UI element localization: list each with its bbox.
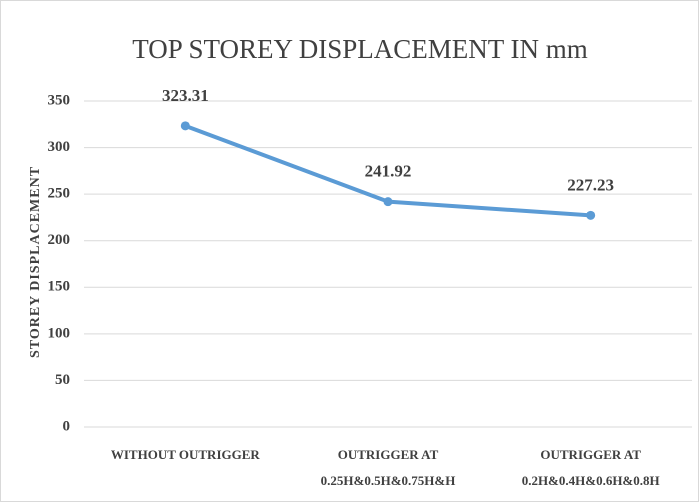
data-point xyxy=(383,197,393,207)
y-tick-label: 250 xyxy=(48,186,71,202)
data-label: 227.23 xyxy=(567,175,614,194)
x-tick-label: WITHOUT OUTRIGGER xyxy=(111,447,261,462)
data-point xyxy=(586,210,596,220)
y-tick-label: 0 xyxy=(63,418,71,434)
y-tick-label: 150 xyxy=(48,279,71,295)
x-tick-label: 0.25H&0.5H&0.75H&H xyxy=(321,473,456,488)
x-tick-label: OUTRIGGER AT xyxy=(540,447,641,462)
y-tick-label: 100 xyxy=(48,325,71,341)
data-point xyxy=(180,121,190,131)
x-tick-label: OUTRIGGER AT xyxy=(338,447,439,462)
y-tick-label: 300 xyxy=(48,139,71,155)
y-tick-label: 350 xyxy=(48,92,71,108)
y-axis-label: STOREY DISPLACEMENT xyxy=(28,166,43,358)
y-tick-label: 50 xyxy=(55,372,70,388)
x-tick-label: 0.2H&0.4H&0.6H&0.8H xyxy=(522,473,660,488)
data-label: 241.92 xyxy=(365,162,412,181)
y-tick-label: 200 xyxy=(48,232,71,248)
chart-title: TOP STOREY DISPLACEMENT IN mm xyxy=(132,34,588,64)
data-label: 323.31 xyxy=(162,86,209,105)
